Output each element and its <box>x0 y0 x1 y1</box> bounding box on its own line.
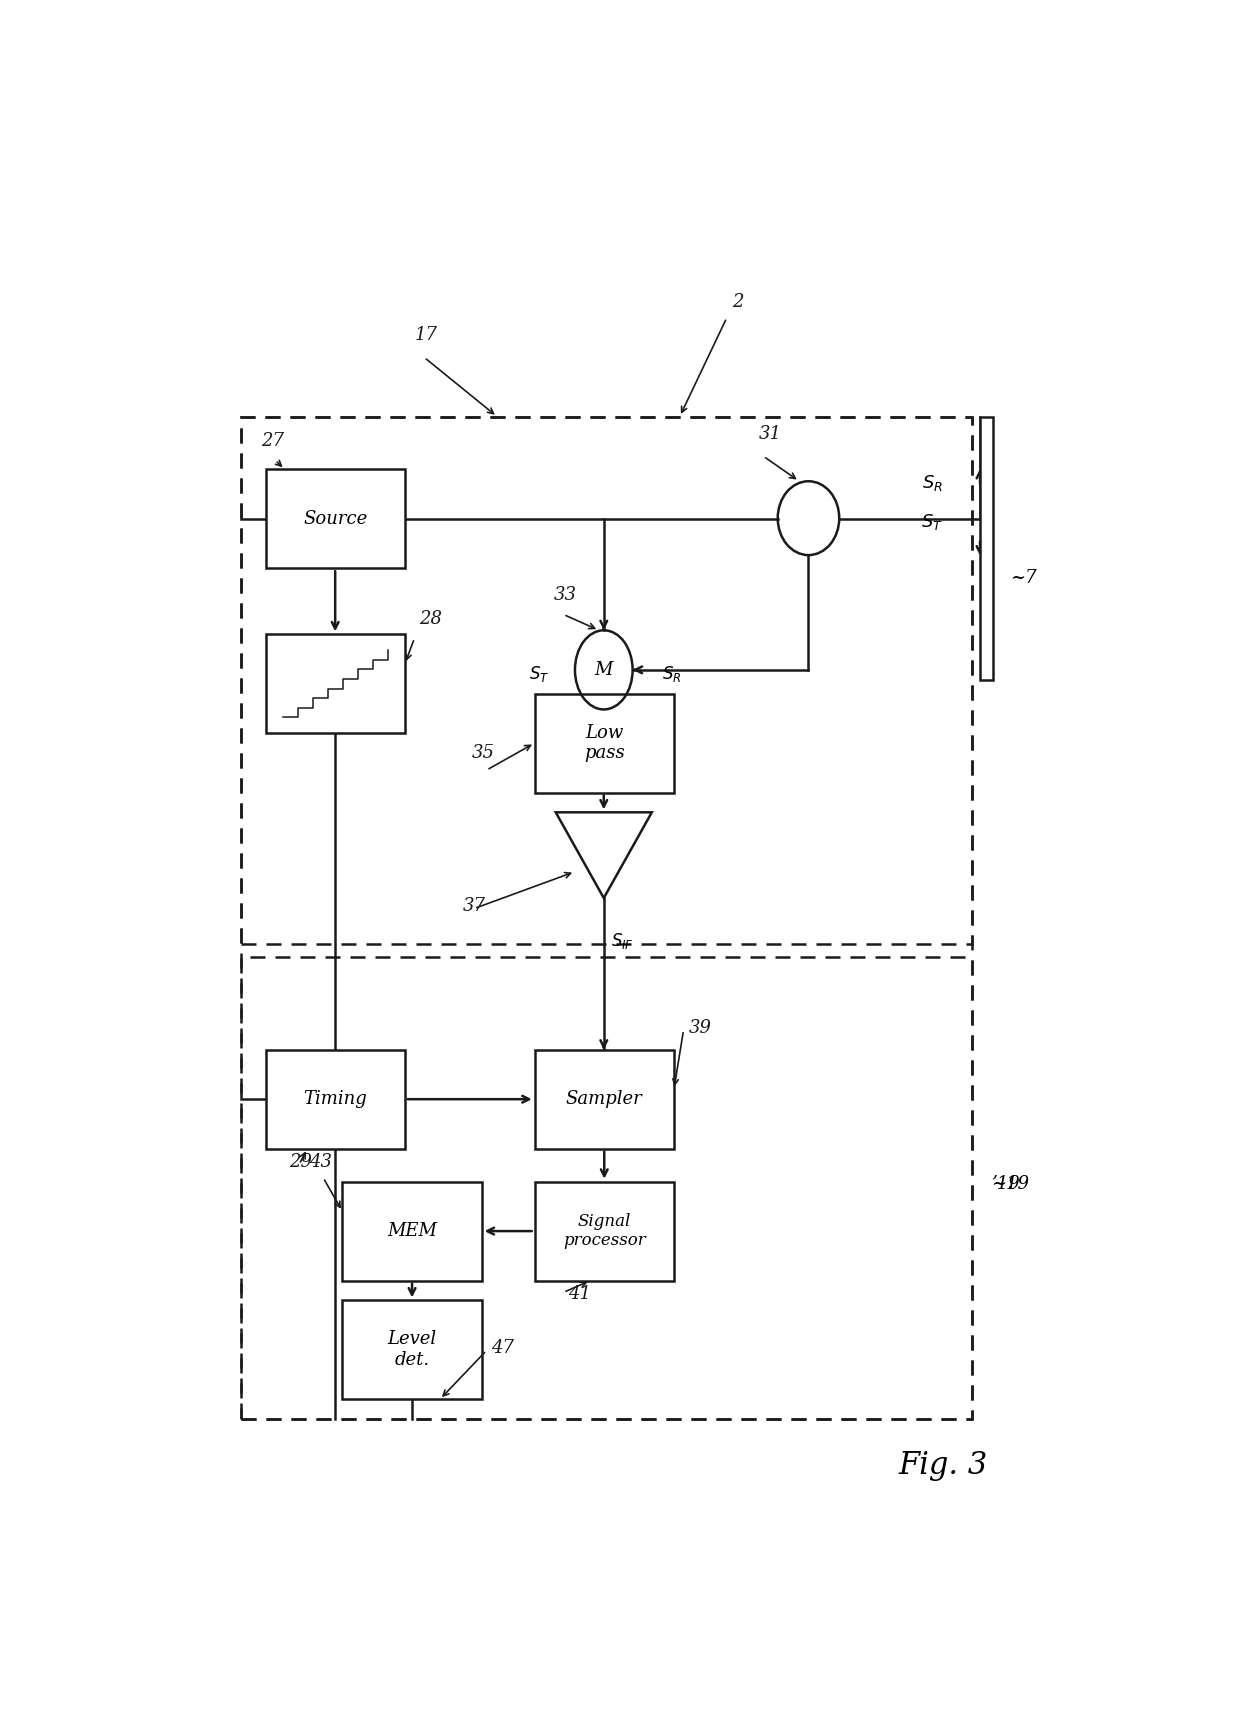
FancyBboxPatch shape <box>265 634 404 733</box>
Text: Fig. 3: Fig. 3 <box>899 1449 987 1480</box>
Text: 28: 28 <box>419 610 443 627</box>
Text: 39: 39 <box>688 1019 712 1036</box>
FancyBboxPatch shape <box>534 1050 675 1149</box>
FancyBboxPatch shape <box>980 416 992 680</box>
Text: 35: 35 <box>472 743 495 762</box>
Text: $S_R$: $S_R$ <box>662 665 682 683</box>
FancyBboxPatch shape <box>342 1182 481 1281</box>
Text: 47: 47 <box>491 1340 515 1357</box>
Text: 37: 37 <box>463 898 486 915</box>
FancyBboxPatch shape <box>534 1182 675 1281</box>
Text: 43: 43 <box>309 1153 332 1172</box>
Text: Timing: Timing <box>304 1089 367 1108</box>
Text: $S_R$: $S_R$ <box>923 473 942 493</box>
FancyBboxPatch shape <box>534 694 675 793</box>
Text: Signal
processor: Signal processor <box>563 1213 646 1249</box>
FancyBboxPatch shape <box>342 1300 481 1400</box>
Text: 2: 2 <box>732 293 743 312</box>
Text: ’19: ’19 <box>991 1175 1019 1194</box>
Text: ~7: ~7 <box>1011 569 1037 586</box>
Text: Source: Source <box>303 510 367 528</box>
Text: 31: 31 <box>759 425 781 444</box>
Text: MEM: MEM <box>387 1221 436 1240</box>
Text: ~19: ~19 <box>991 1175 1029 1194</box>
Text: $S_T$: $S_T$ <box>528 665 549 683</box>
Text: 27: 27 <box>260 432 284 449</box>
FancyBboxPatch shape <box>265 469 404 569</box>
Text: 29: 29 <box>290 1153 312 1172</box>
Text: 17: 17 <box>414 325 438 344</box>
Text: Sampler: Sampler <box>565 1089 642 1108</box>
Text: M: M <box>595 661 613 678</box>
Text: $S_T$: $S_T$ <box>921 512 942 533</box>
FancyBboxPatch shape <box>265 1050 404 1149</box>
Text: $S_{IF}$: $S_{IF}$ <box>611 930 635 951</box>
Text: 33: 33 <box>554 586 577 605</box>
Text: Level
det.: Level det. <box>388 1331 436 1369</box>
Text: Low
pass: Low pass <box>584 723 625 762</box>
Text: 41: 41 <box>568 1285 591 1304</box>
